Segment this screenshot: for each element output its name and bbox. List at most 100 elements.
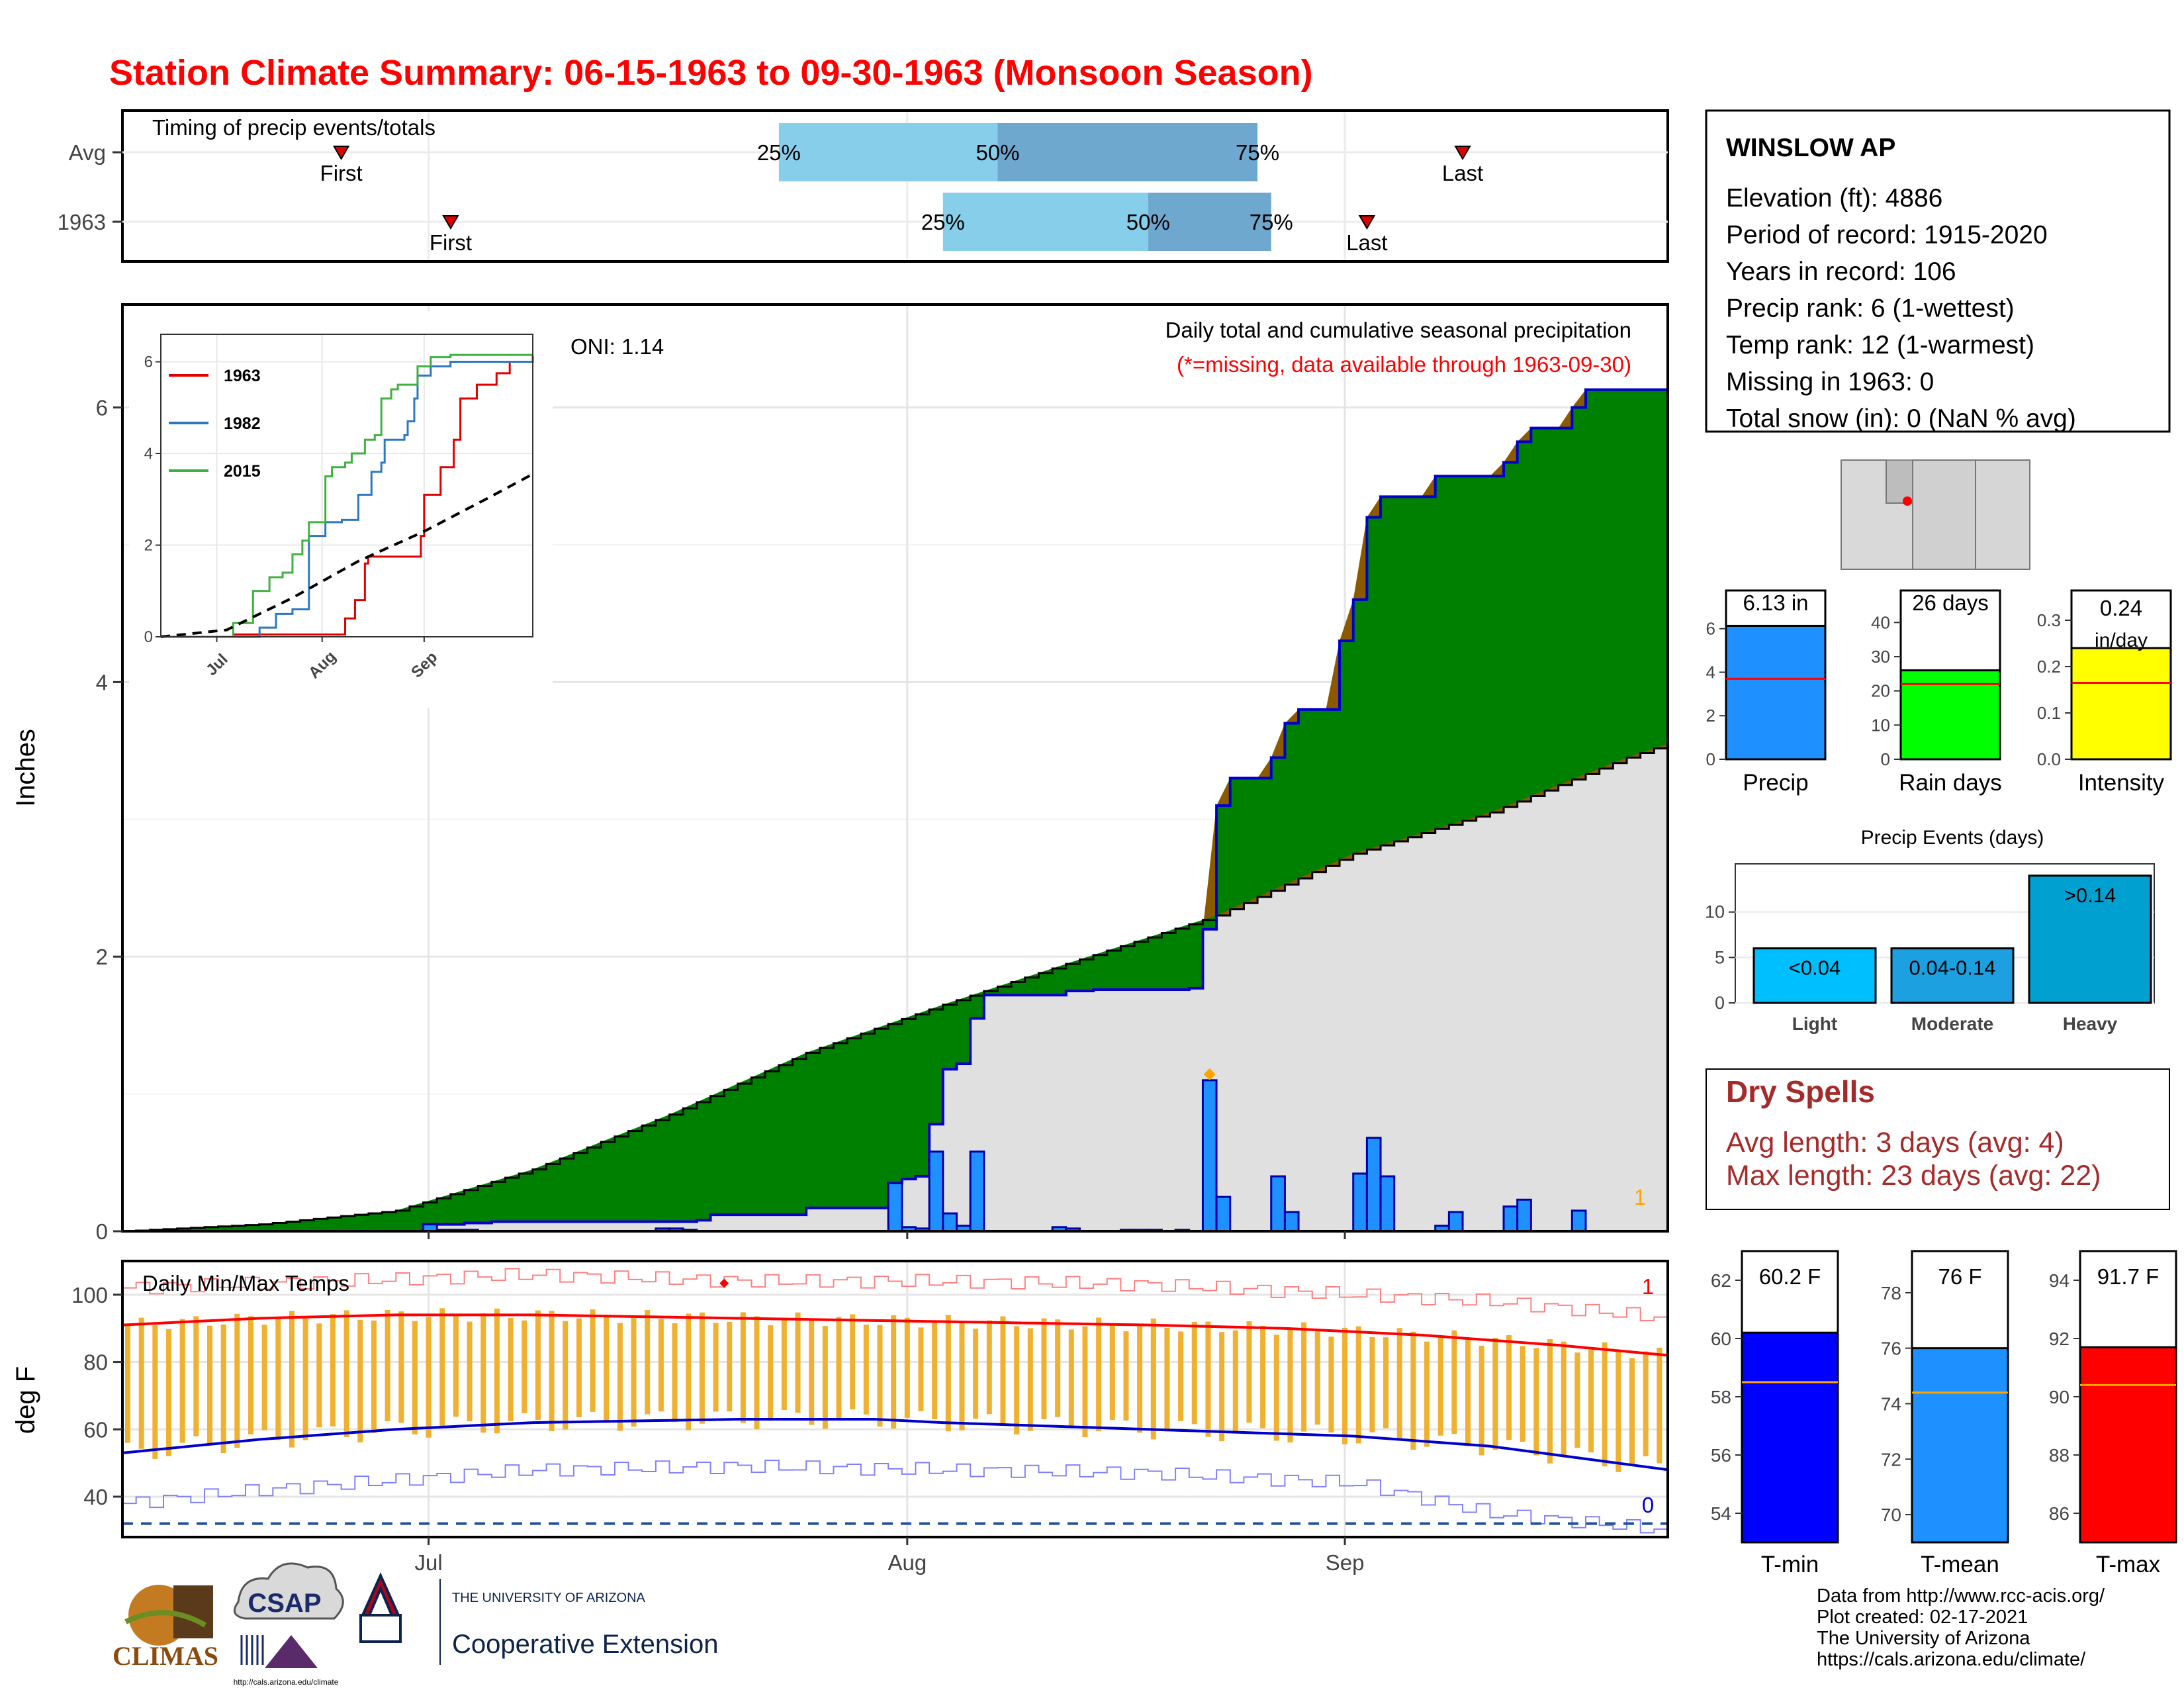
summary-value-label: 6.13 in <box>1743 590 1808 615</box>
temp-summary-tick-label: 78 <box>1881 1283 1901 1303</box>
climas-logo: CLIMAS <box>113 1585 218 1671</box>
daily-temp-range-bar <box>959 1322 965 1430</box>
daily-temp-range-bar <box>1232 1330 1238 1432</box>
last-event-marker <box>1358 215 1376 230</box>
daily-temp-range-bar <box>1164 1328 1170 1432</box>
temp-summary-bar <box>1741 1331 1839 1544</box>
daily-temp-range-bar <box>1178 1331 1184 1421</box>
station-info-line: Years in record: 106 <box>1726 258 1956 286</box>
last-event-label: Last <box>1346 230 1387 255</box>
daily-precip-bar <box>1502 1205 1519 1233</box>
daily-temp-range-bar <box>617 1323 623 1431</box>
daily-temp-range-bar <box>1547 1338 1553 1464</box>
daily-temp-range-bar <box>316 1323 322 1428</box>
daily-temp-range-bar <box>740 1312 746 1423</box>
inset-y-tick-label: 6 <box>144 353 153 371</box>
inset-legend-label: 2015 <box>224 462 261 481</box>
events-y-tick-label: 5 <box>1715 947 1725 967</box>
events-category-label: Moderate <box>1911 1013 1993 1034</box>
daily-temp-range-bar <box>357 1319 363 1443</box>
daily-temp-range-bar <box>1027 1328 1033 1431</box>
temperature-chart: 40 60 80 100 Daily Min/Max Temps deg F 1 0 Jul Au… <box>11 1260 1669 1575</box>
daily-precip-bar <box>1352 1172 1368 1233</box>
summary-y-tick-label: 4 <box>1706 662 1715 682</box>
daily-temp-range-bar <box>330 1314 336 1427</box>
temp-y-tick-label: 100 <box>71 1283 108 1307</box>
daily-temp-range-bar <box>439 1308 445 1427</box>
daily-precip-bar <box>1570 1209 1587 1233</box>
daily-temp-range-bar <box>1014 1326 1020 1434</box>
temp-y-axis-label: deg F <box>11 1366 40 1434</box>
record-low-line <box>122 1460 1668 1534</box>
temp-summary-tick-label: 60 <box>1711 1329 1731 1349</box>
daily-temp-range-bar <box>604 1315 610 1421</box>
footer-credit-line: The University of Arizona <box>1817 1628 2030 1649</box>
summary-y-tick-label: 0 <box>1706 749 1715 769</box>
daily-temp-range-bar <box>398 1311 404 1423</box>
x-axis-tick-label: Jul <box>415 1550 443 1575</box>
inset-legend-label: 1982 <box>224 414 261 433</box>
first-event-marker <box>332 146 350 160</box>
daily-temp-range-bar <box>1629 1358 1635 1464</box>
temp-summary-bar <box>1911 1347 2009 1544</box>
station-name: WINSLOW AP <box>1726 134 1895 162</box>
daily-temp-range-bar <box>1451 1330 1457 1434</box>
daily-temp-range-bar <box>727 1321 733 1412</box>
cumulative-1963-line <box>122 388 1668 1233</box>
summary-y-tick-label: 2 <box>1706 706 1715 726</box>
daily-temp-range-bar <box>220 1324 226 1454</box>
daily-temp-range-bar <box>1369 1336 1375 1432</box>
daily-temp-range-bar <box>631 1316 637 1427</box>
daily-temp-range-bar <box>672 1323 678 1423</box>
summary-y-tick-label: 30 <box>1871 647 1890 667</box>
daily-temp-range-bar <box>1314 1331 1320 1425</box>
daily-temp-range-bar <box>768 1325 774 1421</box>
daily-temp-range-bar <box>918 1327 924 1411</box>
temp-y-tick-label: 40 <box>83 1485 108 1509</box>
daily-temp-range-bar <box>686 1313 692 1430</box>
daily-temp-range-bar <box>467 1321 473 1422</box>
temp-plot-frame <box>121 1260 1669 1538</box>
daily-temp-range-bar <box>275 1319 281 1440</box>
summary-y-tick-label: 20 <box>1871 681 1890 701</box>
inset-frame <box>160 334 533 637</box>
station-info-frame <box>1705 109 2171 433</box>
footer-credit-line: Data from http://www.rcc-acis.org/ <box>1817 1585 2105 1607</box>
daily-temp-range-bar <box>1082 1326 1088 1438</box>
y-tick-label: 0 <box>96 1219 108 1244</box>
precip-events-chart: Precip Events (days) 0 5 10 <0.04 Light 0.04-0… <box>1705 827 2155 1034</box>
daily-temp-range-bar <box>1205 1321 1211 1437</box>
events-bar-label: 0.04-0.14 <box>1909 957 1996 980</box>
daily-temp-range-bar <box>945 1315 951 1432</box>
daily-temp-range-bar <box>863 1325 869 1415</box>
temp-summary-t-max: 91.7 F 86 88 90 92 94 T-max <box>2049 1250 2177 1577</box>
inset-y-tick-label: 0 <box>144 628 153 646</box>
inset-y-tick-label: 4 <box>144 445 153 463</box>
temp-summary-t-min: 60.2 F 54 56 58 60 62 T-min <box>1711 1250 1839 1577</box>
daily-temp-range-bar <box>1328 1336 1334 1433</box>
missing-data-note: (*=missing, data available through 1963-… <box>1177 352 1631 377</box>
surplus-area <box>122 389 1668 1232</box>
locator-map <box>1841 459 2030 570</box>
daily-temp-range-bar <box>234 1313 240 1448</box>
x-axis-tick-label: Aug <box>887 1550 927 1575</box>
events-bar-label: <0.04 <box>1789 957 1841 980</box>
daily-temp-range-bar <box>1424 1341 1430 1447</box>
daily-temp-range-bar <box>645 1310 651 1415</box>
timing-row-label: 1963 <box>58 210 106 234</box>
temp-summary-value: 76 F <box>1938 1264 1981 1289</box>
climas-logo-text: CLIMAS <box>113 1641 218 1671</box>
daily-temp-range-bar <box>1437 1337 1443 1436</box>
dry-spells-avg: Avg length: 3 days (avg: 4) <box>1726 1127 2064 1158</box>
temp-y-tick-label: 60 <box>83 1417 108 1442</box>
daily-temp-range-bar <box>343 1310 349 1438</box>
daily-temp-range-bar <box>590 1309 596 1412</box>
daily-precip-bar <box>1365 1137 1382 1233</box>
daily-temp-range-bar <box>535 1310 541 1421</box>
temp-summary-tick-label: 92 <box>2049 1329 2070 1349</box>
temp-summary-tick-label: 86 <box>2049 1503 2070 1524</box>
daily-temp-range-bar <box>426 1317 432 1438</box>
events-y-tick-label: 10 <box>1705 902 1725 922</box>
daily-temp-range-bar <box>1479 1345 1484 1456</box>
